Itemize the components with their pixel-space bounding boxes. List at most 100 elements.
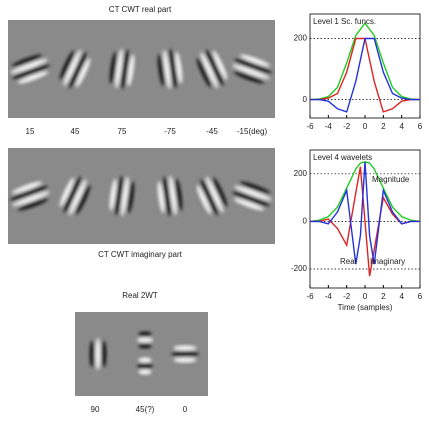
stripe <box>233 71 265 84</box>
stripe <box>196 58 212 88</box>
stripe <box>205 176 224 213</box>
stripe <box>109 51 117 84</box>
annotation: Magnitude <box>372 175 410 184</box>
stripe <box>10 185 48 201</box>
stripe <box>232 64 270 80</box>
stripe <box>157 54 165 87</box>
stripe <box>173 345 197 351</box>
stripe <box>12 64 50 80</box>
x-tick-label: 6 <box>418 292 423 301</box>
stripe <box>17 198 49 211</box>
wavelet-patch <box>59 176 91 216</box>
x-tick-label: -4 <box>325 122 333 131</box>
wavelet-patch <box>137 331 153 349</box>
stripe <box>163 176 171 217</box>
stripe <box>75 185 91 215</box>
angle-label: 15 <box>26 127 35 136</box>
stripe <box>171 351 199 357</box>
x-tick-label: 4 <box>399 292 404 301</box>
stripe <box>121 176 129 217</box>
angle-label: -15(deg) <box>237 127 268 136</box>
wavelet-patch <box>109 48 135 90</box>
stripe <box>17 71 49 84</box>
series-line <box>310 161 420 265</box>
angle-label: -45 <box>206 127 218 136</box>
stripe <box>68 52 87 89</box>
wavelet-patch <box>232 181 272 211</box>
stripe <box>101 340 107 368</box>
wavelet-patch <box>196 176 228 216</box>
stripe <box>196 185 212 215</box>
stripe <box>11 181 43 194</box>
wavelet-patch <box>157 175 183 217</box>
plot-area <box>309 13 421 119</box>
series-line <box>310 37 420 113</box>
wavelet-patch <box>157 48 183 90</box>
angle-label: -75 <box>164 127 176 136</box>
stripe <box>205 49 224 86</box>
stripe <box>10 58 48 74</box>
legend-text: Level 4 wavelets <box>313 153 372 162</box>
stripe <box>157 181 165 214</box>
angle-label: 45 <box>71 127 80 136</box>
stripe <box>68 179 87 216</box>
stripe <box>75 58 91 88</box>
stripe <box>175 178 183 211</box>
stripe <box>234 185 272 201</box>
x-tick-label: -6 <box>306 292 314 301</box>
stripe <box>212 177 228 207</box>
series-line <box>309 22 421 101</box>
y-tick-label: 0 <box>303 95 308 104</box>
stripe <box>239 181 271 194</box>
stripe <box>138 357 152 363</box>
wavelet-patch <box>232 54 272 84</box>
stripe <box>63 176 82 213</box>
x-tick-label: -4 <box>325 292 333 301</box>
stripe <box>137 337 153 343</box>
real-part-image <box>8 20 275 118</box>
stripe <box>138 331 152 337</box>
dwt-label: 0 <box>183 405 188 414</box>
stripe <box>115 48 123 89</box>
annotation: Real <box>340 257 357 266</box>
stripe <box>127 54 135 87</box>
stripe <box>232 191 270 207</box>
stripe <box>11 54 43 67</box>
x-tick-label: 0 <box>363 292 368 301</box>
stripe <box>233 198 265 211</box>
stripe <box>163 49 171 90</box>
stripe <box>59 177 75 207</box>
stripe <box>138 369 152 375</box>
imag-part-image <box>8 148 275 244</box>
stripe <box>169 48 177 89</box>
x-tick-label: 2 <box>381 292 386 301</box>
stripe <box>95 338 101 370</box>
stripe <box>89 340 95 368</box>
stripe <box>12 191 50 207</box>
stripe <box>137 363 153 369</box>
y-tick-label: 0 <box>303 216 308 225</box>
bottom-caption: CT CWT imaginary part <box>98 250 183 259</box>
dwt-title: Real 2WT <box>122 291 158 300</box>
wavelet-patch <box>59 49 91 89</box>
stripe <box>59 50 75 80</box>
y-tick-label: 200 <box>294 169 308 178</box>
x-tick-label: -2 <box>343 122 351 131</box>
x-tick-label: -6 <box>306 122 314 131</box>
x-axis-label: Time (samples) <box>338 303 393 312</box>
x-tick-label: 4 <box>399 122 404 131</box>
stripe <box>63 49 82 86</box>
y-tick-label: 200 <box>294 34 308 43</box>
x-tick-label: 2 <box>381 122 386 131</box>
stripe <box>169 175 177 216</box>
wavelet-patch <box>109 175 135 217</box>
stripe <box>234 58 272 74</box>
stripe <box>115 175 123 216</box>
dwt-label: 90 <box>91 405 100 414</box>
x-tick-label: 0 <box>363 122 368 131</box>
stripe <box>200 179 219 216</box>
wavelet-patch <box>171 345 199 363</box>
angle-label: 75 <box>118 127 127 136</box>
y-tick-label: -200 <box>291 264 308 273</box>
